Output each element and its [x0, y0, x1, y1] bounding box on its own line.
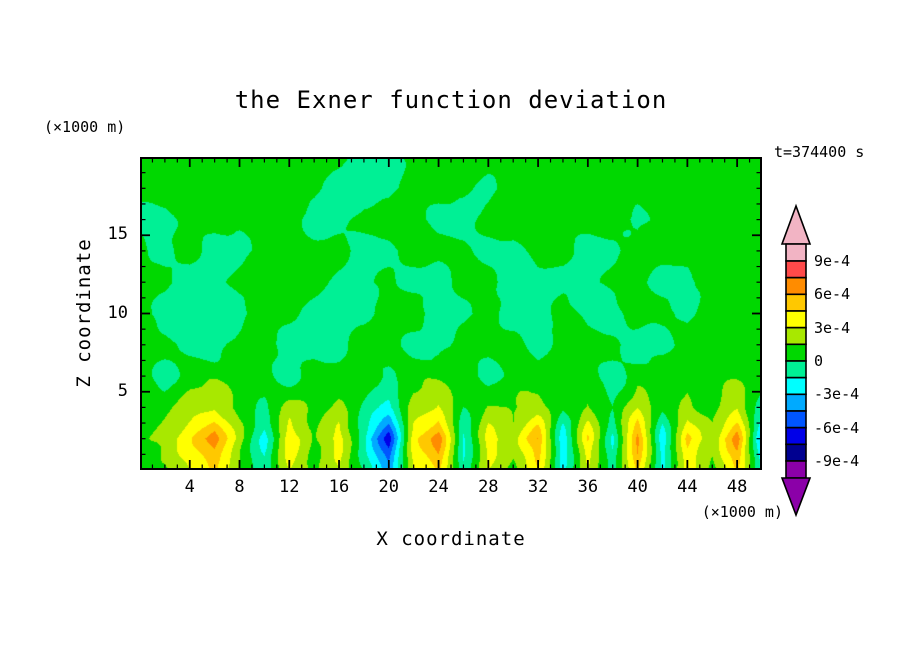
colorbar-segment	[785, 343, 807, 362]
x-tick-label: 48	[726, 477, 748, 497]
x-tick-label: 4	[184, 477, 195, 497]
y-axis-unit: (×1000 m)	[44, 118, 126, 136]
y-tick-label: 10	[107, 302, 128, 323]
x-tick-label: 36	[577, 477, 599, 497]
colorbar-tick-label: 9e-4	[814, 252, 851, 270]
colorbar-segment	[785, 443, 807, 462]
colorbar-segment	[785, 326, 807, 346]
colorbar-arrow-bottom	[780, 477, 812, 518]
colorbar-tick-label: -6e-4	[814, 418, 860, 437]
colorbar-arrow-top	[780, 203, 812, 245]
colorbar-segment	[785, 243, 807, 262]
colorbar-segment	[785, 310, 807, 329]
colorbar-segment	[785, 360, 807, 379]
x-tick-label: 16	[328, 477, 350, 497]
colorbar	[780, 203, 812, 518]
colorbar-segment	[785, 376, 807, 396]
plot-title: the Exner function deviation	[234, 86, 668, 114]
colorbar-tick-label: 0	[814, 351, 824, 370]
x-tick-label: 28	[478, 477, 499, 497]
plot-area	[140, 157, 762, 470]
x-tick-label: 20	[378, 477, 400, 497]
x-tick-label: 32	[527, 477, 549, 497]
colorbar-segment	[785, 260, 807, 279]
x-tick-label: 24	[428, 477, 449, 497]
colorbar-segment	[785, 426, 807, 446]
x-tick-label: 44	[677, 477, 698, 497]
colorbar-segment	[785, 393, 807, 412]
x-axis-label: X coordinate	[376, 528, 526, 550]
x-axis-unit: (×1000 m)	[701, 503, 783, 521]
colorbar-tick-label: -3e-4	[814, 385, 860, 404]
time-label: t=374400 s	[774, 143, 865, 161]
colorbar-segment	[785, 293, 807, 312]
x-tick-label: 40	[627, 477, 648, 497]
contour-field-canvas	[140, 157, 762, 470]
colorbar-tick-label: 3e-4	[814, 318, 851, 337]
colorbar-segment	[785, 410, 807, 429]
colorbar-tick-label: -9e-4	[814, 451, 860, 470]
y-tick-label: 15	[107, 224, 128, 245]
x-tick-label: 12	[279, 477, 300, 497]
y-axis-label: Z coordinate	[73, 238, 95, 388]
colorbar-tick-label: 6e-4	[814, 285, 851, 304]
x-tick-label: 8	[234, 477, 245, 497]
y-tick-label: 5	[117, 380, 128, 401]
colorbar-segment	[785, 460, 807, 479]
colorbar-segment	[785, 276, 807, 296]
